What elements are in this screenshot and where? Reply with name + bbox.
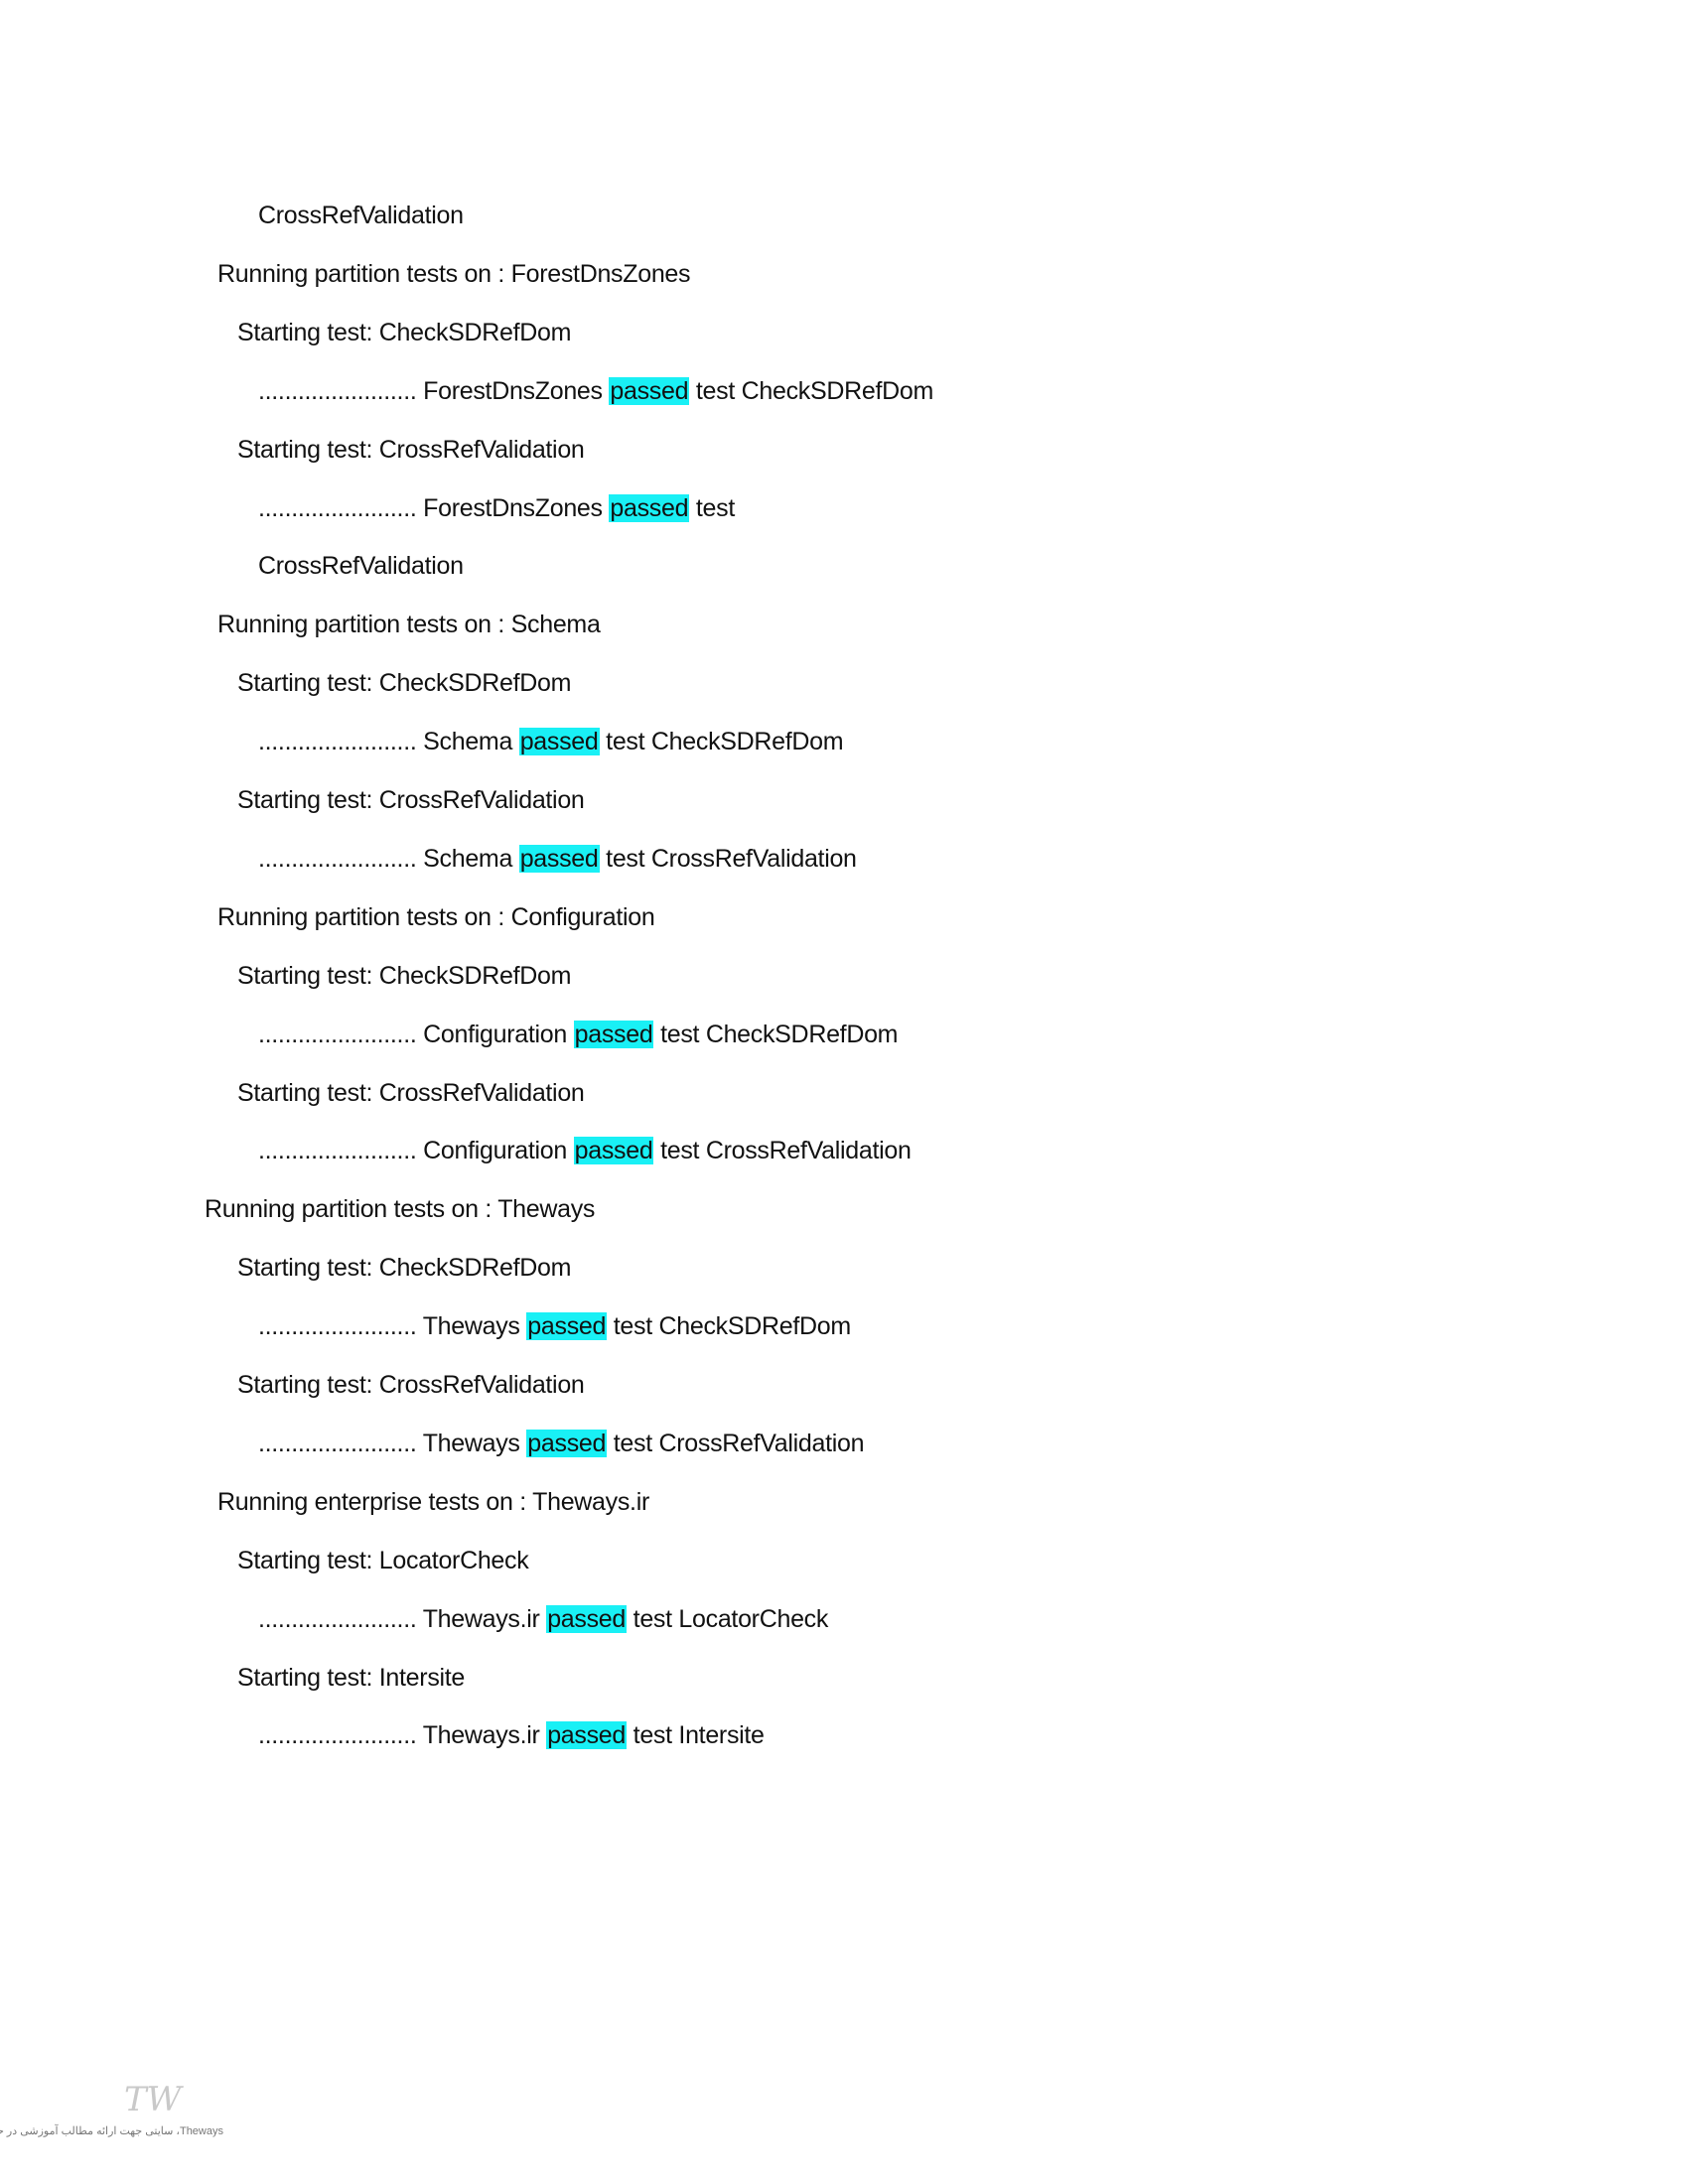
- log-line: ........................ Theways.ir pass…: [258, 1718, 765, 1752]
- line-text: ........................ Theways: [258, 1312, 527, 1341]
- line-suffix: test LocatorCheck: [627, 1604, 829, 1633]
- log-line: Running partition tests on : Schema: [217, 608, 601, 641]
- log-line: Starting test: CheckSDRefDom: [237, 959, 571, 993]
- log-line: ........................ Configuration p…: [258, 1134, 912, 1167]
- log-line: CrossRefValidation: [258, 199, 464, 232]
- passed-highlight: passed: [526, 1429, 608, 1457]
- line-text: Starting test: CrossRefValidation: [237, 435, 585, 464]
- log-line: ........................ Theways passed …: [258, 1427, 865, 1460]
- log-line: Starting test: CrossRefValidation: [237, 433, 585, 467]
- log-line: ........................ Schema passed t…: [258, 725, 844, 758]
- line-suffix: test CheckSDRefDom: [607, 1312, 851, 1341]
- line-text: Running partition tests on : Schema: [217, 611, 601, 639]
- line-suffix: test CheckSDRefDom: [689, 376, 933, 405]
- line-suffix: test Intersite: [627, 1721, 765, 1750]
- log-line: Running partition tests on : Configurati…: [217, 900, 655, 934]
- passed-highlight: passed: [526, 1312, 608, 1341]
- log-line: Starting test: CrossRefValidation: [237, 1368, 585, 1402]
- log-line: Running enterprise tests on : Theways.ir: [217, 1485, 649, 1519]
- log-line: Starting test: CheckSDRefDom: [237, 316, 571, 349]
- line-text: ........................ Configuration: [258, 1137, 574, 1165]
- log-line: Starting test: CheckSDRefDom: [237, 1251, 571, 1285]
- line-text: ........................ Theways: [258, 1429, 527, 1457]
- line-text: ........................ Theways.ir: [258, 1604, 547, 1633]
- line-suffix: test: [689, 493, 735, 522]
- log-line: ........................ ForestDnsZones …: [258, 374, 933, 408]
- passed-highlight: passed: [573, 1137, 654, 1165]
- line-text: Starting test: CheckSDRefDom: [237, 1254, 572, 1283]
- log-line: ........................ Theways passed …: [258, 1309, 851, 1343]
- watermark-logo: TW: [124, 2080, 182, 2119]
- line-text: ........................ Schema: [258, 844, 519, 873]
- line-suffix: test CheckSDRefDom: [653, 1020, 899, 1048]
- line-text: Running partition tests on : Configurati…: [217, 902, 655, 931]
- passed-highlight: passed: [609, 493, 690, 522]
- line-text: Running enterprise tests on : Theways.ir: [217, 1487, 649, 1516]
- line-text: ........................ ForestDnsZones: [258, 376, 610, 405]
- log-line: CrossRefValidation: [258, 549, 464, 583]
- line-text: CrossRefValidation: [258, 552, 464, 581]
- line-text: Starting test: CheckSDRefDom: [237, 669, 572, 698]
- line-suffix: test CrossRefValidation: [599, 844, 857, 873]
- log-line: ........................ Configuration p…: [258, 1018, 899, 1051]
- line-text: Starting test: CrossRefValidation: [237, 1078, 585, 1107]
- passed-highlight: passed: [609, 376, 690, 405]
- watermark-caption: Theways، سایتی جهت ارائه مطالب آموزشی در…: [0, 2125, 223, 2137]
- log-line: Starting test: CheckSDRefDom: [237, 666, 571, 700]
- line-suffix: test CrossRefValidation: [607, 1429, 865, 1457]
- line-text: ........................ ForestDnsZones: [258, 493, 610, 522]
- line-text: Starting test: LocatorCheck: [237, 1546, 529, 1574]
- line-text: Starting test: Intersite: [237, 1663, 466, 1692]
- line-text: ........................ Theways.ir: [258, 1721, 547, 1750]
- log-line: ........................ ForestDnsZones …: [258, 491, 735, 525]
- log-line: Running partition tests on : Theways: [205, 1192, 595, 1226]
- line-text: CrossRefValidation: [258, 202, 464, 229]
- line-text: Starting test: CrossRefValidation: [237, 1371, 585, 1399]
- passed-highlight: passed: [546, 1604, 628, 1633]
- log-line: Starting test: CrossRefValidation: [237, 783, 585, 817]
- line-text: Running partition tests on : ForestDnsZo…: [217, 259, 691, 288]
- log-line: Starting test: CrossRefValidation: [237, 1076, 585, 1110]
- passed-highlight: passed: [546, 1721, 628, 1750]
- line-text: ........................ Schema: [258, 728, 519, 756]
- line-suffix: test CrossRefValidation: [653, 1137, 912, 1165]
- line-text: Running partition tests on : Theways: [205, 1195, 596, 1224]
- log-line: Starting test: Intersite: [237, 1661, 465, 1695]
- log-line: Running partition tests on : ForestDnsZo…: [217, 257, 691, 291]
- passed-highlight: passed: [573, 1020, 654, 1048]
- line-suffix: test CheckSDRefDom: [599, 728, 844, 756]
- line-text: Starting test: CrossRefValidation: [237, 786, 585, 814]
- line-text: ........................ Configuration: [258, 1020, 574, 1048]
- line-text: Starting test: CheckSDRefDom: [237, 961, 572, 990]
- passed-highlight: passed: [518, 728, 600, 756]
- log-line: ........................ Theways.ir pass…: [258, 1602, 828, 1636]
- line-text: Starting test: CheckSDRefDom: [237, 318, 572, 346]
- log-line: Starting test: LocatorCheck: [237, 1544, 529, 1577]
- passed-highlight: passed: [518, 844, 600, 873]
- log-line: ........................ Schema passed t…: [258, 842, 857, 876]
